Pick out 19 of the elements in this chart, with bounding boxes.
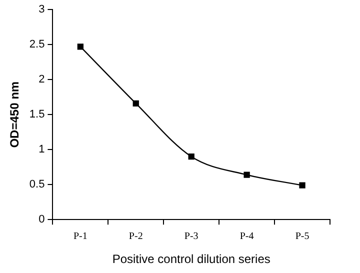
x-axis-title: Positive control dilution series bbox=[112, 252, 270, 266]
y-tick-label: 0.5 bbox=[29, 178, 45, 191]
point bbox=[299, 182, 306, 188]
y-tick-label: 3 bbox=[38, 4, 45, 16]
y-tick-label: 1 bbox=[38, 144, 45, 156]
x-tick-label: P-4 bbox=[240, 231, 254, 242]
x-tick-label: P-1 bbox=[73, 231, 88, 242]
point bbox=[244, 172, 250, 178]
point bbox=[188, 154, 194, 160]
point bbox=[77, 44, 84, 50]
y-tick-label: 1.5 bbox=[29, 108, 45, 121]
y-tick-label: 2 bbox=[38, 74, 45, 86]
y-tick-label: 0 bbox=[38, 214, 45, 226]
x-tick-label: P-2 bbox=[128, 231, 143, 242]
y-axis-title: OD=450 nm bbox=[8, 81, 22, 148]
x-tick-label: P-3 bbox=[184, 231, 198, 242]
point bbox=[132, 100, 139, 106]
y-tick-label: 2.5 bbox=[29, 38, 45, 51]
x-tick-label: P-5 bbox=[295, 231, 310, 242]
